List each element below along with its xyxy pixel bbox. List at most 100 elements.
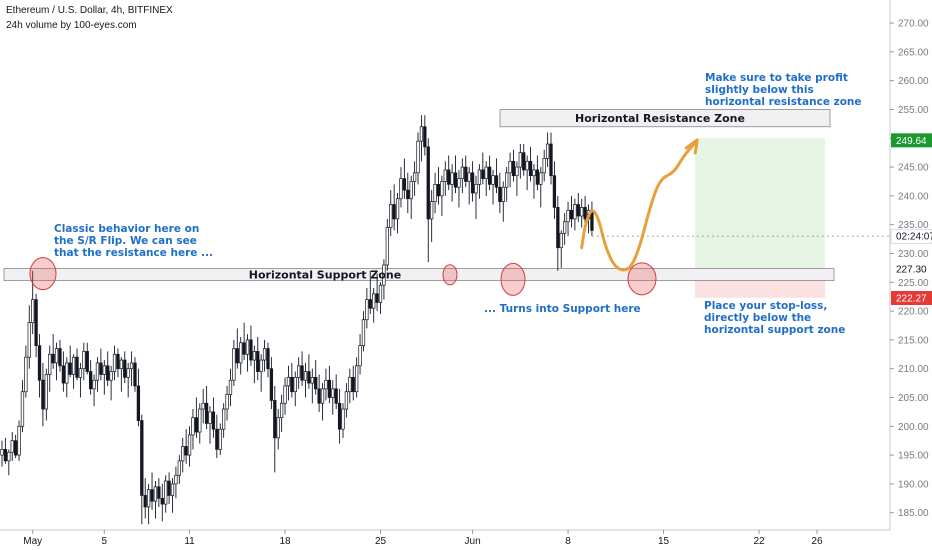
- candle: [416, 132, 420, 185]
- candle: [157, 478, 161, 507]
- candle: [48, 345, 52, 392]
- candle-body-down: [266, 348, 270, 370]
- candle: [109, 365, 113, 401]
- candle: [372, 288, 376, 323]
- price-tick-label: 215.00: [898, 335, 929, 346]
- candle: [133, 357, 137, 392]
- chart-title: Ethereum / U.S. Dollar, 4h, BITFINEX: [6, 5, 173, 16]
- price-label-text: 227.30: [896, 265, 927, 276]
- candle-body-up: [24, 356, 28, 393]
- candle: [68, 345, 72, 378]
- time-tick-label: Jun: [465, 536, 481, 547]
- candle: [3, 437, 8, 464]
- time-tick-label: 8: [565, 536, 571, 547]
- candle: [419, 115, 424, 162]
- candle-body-down: [41, 379, 45, 410]
- candle-body-up: [457, 178, 461, 188]
- candle-body-up: [218, 428, 222, 450]
- projected-price-path: [580, 142, 696, 272]
- candle-body-up: [382, 264, 386, 286]
- candle-body-up: [474, 183, 478, 194]
- candle-body-up: [450, 172, 454, 185]
- candle-body-down: [75, 356, 79, 378]
- candle: [181, 437, 185, 473]
- candle-body-up: [187, 434, 192, 456]
- price-axis[interactable]: 270.00265.00260.00255.00250.00245.00240.…: [591, 0, 932, 530]
- candle-body-down: [447, 169, 451, 185]
- candle-body-up: [170, 483, 175, 496]
- candle: [204, 385, 209, 430]
- candle: [443, 161, 447, 196]
- candle-body-up: [252, 351, 256, 361]
- time-tick-label: 26: [811, 536, 823, 547]
- price-tick-label: 210.00: [898, 364, 929, 375]
- candle: [201, 388, 205, 424]
- candle: [245, 334, 250, 372]
- candle: [256, 337, 260, 381]
- candle-body-up: [31, 299, 35, 323]
- candle: [129, 351, 134, 386]
- candle-body-up: [460, 166, 464, 179]
- candle: [481, 152, 485, 185]
- candle-body-up: [245, 339, 250, 355]
- candle: [450, 164, 454, 202]
- price-tick-label: 270.00: [898, 19, 929, 30]
- candle: [78, 362, 83, 398]
- candle-body-up: [27, 322, 31, 358]
- candle: [150, 472, 154, 510]
- annotation-classic-behavior: Classic behavior here on the S/R Flip. W…: [54, 223, 214, 259]
- candle-body-up: [440, 181, 444, 197]
- candle-body-down: [34, 299, 38, 347]
- candle: [44, 368, 48, 421]
- candle: [126, 362, 130, 398]
- candle-body-down: [204, 402, 209, 424]
- candle: [191, 409, 195, 450]
- candle-body-down: [453, 172, 458, 188]
- candle-body-down: [143, 495, 147, 508]
- candle-body-down: [290, 376, 294, 393]
- candle-body-up: [201, 402, 205, 410]
- candle: [0, 440, 4, 467]
- candle: [334, 374, 338, 410]
- price-tick-label: 195.00: [898, 451, 929, 462]
- candle-body-down: [327, 379, 332, 398]
- candle: [225, 385, 229, 421]
- candle: [273, 385, 277, 473]
- price-tick-label: 245.00: [898, 163, 929, 174]
- candle-body-up: [198, 408, 202, 433]
- candle: [320, 383, 325, 421]
- candle: [215, 414, 219, 458]
- price-tick-label: 185.00: [898, 508, 929, 519]
- candle: [160, 483, 164, 522]
- price-tick-label: 240.00: [898, 191, 929, 202]
- price-label-text: 249.64: [896, 136, 927, 147]
- candle-body-down: [58, 348, 62, 367]
- candle: [208, 406, 212, 444]
- candle-body-down: [535, 169, 540, 185]
- candle-body-up: [542, 158, 546, 174]
- candle: [535, 155, 540, 191]
- candle: [522, 144, 526, 176]
- candle: [31, 270, 35, 335]
- candle: [515, 161, 519, 196]
- candle: [542, 149, 546, 182]
- candle: [423, 115, 427, 156]
- candle-body-up: [505, 172, 509, 188]
- candle-body-up: [566, 209, 570, 223]
- candle: [293, 371, 297, 407]
- candle: [382, 259, 386, 300]
- candle: [556, 195, 560, 271]
- candle-body-down: [307, 371, 311, 384]
- candle: [232, 339, 236, 386]
- candle: [402, 158, 407, 199]
- candle: [324, 368, 328, 401]
- candle-body-down: [552, 175, 557, 208]
- candle-body-down: [583, 207, 587, 220]
- time-axis[interactable]: May 5 11 18 25 Jun 8 15 22 26: [0, 529, 890, 547]
- candle-body-up: [389, 204, 393, 228]
- candle-body-up: [44, 374, 48, 410]
- candle: [164, 475, 168, 513]
- candle: [317, 374, 321, 412]
- candle-body-up: [146, 489, 151, 508]
